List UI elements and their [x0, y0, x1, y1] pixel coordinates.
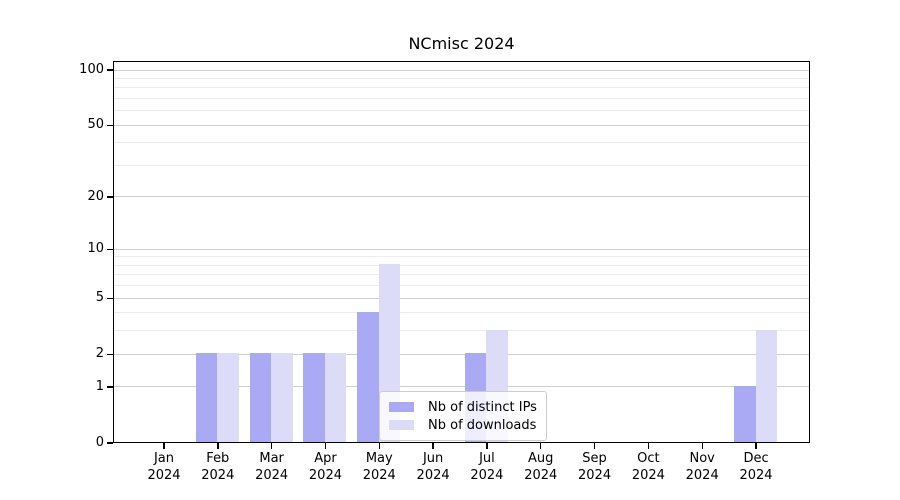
y-tick-mark — [107, 248, 113, 250]
x-tick-label: Jan 2024 — [147, 451, 181, 483]
x-tick-mark — [270, 443, 273, 449]
x-tick-mark — [163, 443, 165, 449]
chart-title: NCmisc 2024 — [408, 34, 515, 53]
gridline-major — [114, 124, 809, 126]
bar-downloads-apr — [324, 353, 347, 442]
bar-downloads-mar — [271, 353, 293, 442]
y-tick-mark — [107, 353, 113, 355]
x-tick-mark — [755, 443, 757, 449]
y-tick-mark — [107, 386, 113, 388]
gridline-minor — [114, 330, 809, 332]
bar-distinct-ips-apr — [303, 353, 325, 442]
x-tick-label: Feb 2024 — [201, 451, 235, 483]
x-tick-label: Dec 2024 — [739, 451, 773, 483]
bar-downloads-feb — [217, 353, 239, 442]
gridline-minor — [114, 165, 809, 166]
bar-distinct-ips-feb — [195, 353, 218, 442]
gridline-minor — [114, 77, 809, 79]
x-tick-mark — [540, 443, 542, 449]
y-tick-mark — [107, 196, 113, 198]
y-tick-label: 50 — [87, 117, 104, 133]
x-tick-label: Nov 2024 — [685, 451, 719, 483]
legend-label-distinct-ips: Nb of distinct IPs — [428, 399, 537, 415]
gridline-minor — [114, 274, 809, 276]
x-tick-mark — [217, 443, 219, 449]
x-tick-mark — [378, 443, 380, 449]
y-tick-label: 0 — [95, 435, 104, 450]
gridline-major — [114, 248, 809, 250]
legend-label-downloads: Nb of downloads — [428, 417, 537, 433]
legend-item-distinct-ips: Nb of distinct IPs — [389, 398, 537, 416]
x-tick-label: Apr 2024 — [308, 451, 342, 483]
bar-distinct-ips-dec — [734, 386, 756, 442]
gridline-major — [114, 69, 809, 71]
x-tick-label: Oct 2024 — [631, 451, 665, 483]
y-tick-mark — [107, 442, 113, 444]
x-tick-label: Jul 2024 — [470, 451, 504, 483]
gridline-minor — [114, 142, 809, 144]
x-tick-mark — [593, 443, 596, 449]
gridline-minor — [114, 98, 809, 100]
y-tick-label: 20 — [87, 188, 104, 204]
y-tick-label: 10 — [87, 241, 104, 257]
y-tick-label: 100 — [79, 62, 104, 78]
legend: Nb of distinct IPs Nb of downloads — [379, 391, 547, 441]
x-tick-mark — [701, 443, 703, 449]
legend-swatch-distinct-ips — [389, 402, 414, 412]
legend-swatch-downloads — [389, 420, 414, 430]
x-tick-mark — [486, 443, 488, 449]
gridline-major — [114, 386, 809, 388]
y-tick-label: 2 — [95, 346, 104, 362]
gridline-major — [114, 297, 809, 299]
gridline-minor — [114, 312, 809, 314]
gridline-minor — [114, 256, 809, 258]
bar-distinct-ips-mar — [249, 353, 272, 442]
x-tick-label: Sep 2024 — [578, 451, 612, 483]
y-tick-mark — [107, 124, 113, 126]
x-tick-mark — [324, 443, 327, 449]
y-tick-label: 1 — [95, 378, 104, 394]
y-tick-mark — [107, 297, 113, 299]
bar-distinct-ips-may — [357, 311, 379, 442]
plot-area — [113, 61, 810, 443]
bar-downloads-dec — [755, 329, 778, 442]
gridline-major — [114, 353, 809, 355]
x-tick-mark — [432, 443, 434, 449]
x-tick-mark — [647, 443, 650, 449]
y-tick-label: 5 — [95, 290, 104, 306]
gridline-minor — [114, 285, 809, 287]
gridline-major — [114, 196, 809, 198]
y-tick-mark — [107, 69, 113, 71]
legend-item-downloads: Nb of downloads — [389, 416, 537, 434]
x-tick-label: Mar 2024 — [255, 451, 289, 483]
gridline-minor — [114, 264, 809, 266]
gridline-minor — [114, 110, 809, 112]
x-tick-label: Aug 2024 — [524, 451, 558, 483]
gridline-minor — [114, 87, 809, 89]
x-tick-label: Jun 2024 — [416, 451, 450, 483]
x-tick-label: May 2024 — [362, 451, 396, 483]
